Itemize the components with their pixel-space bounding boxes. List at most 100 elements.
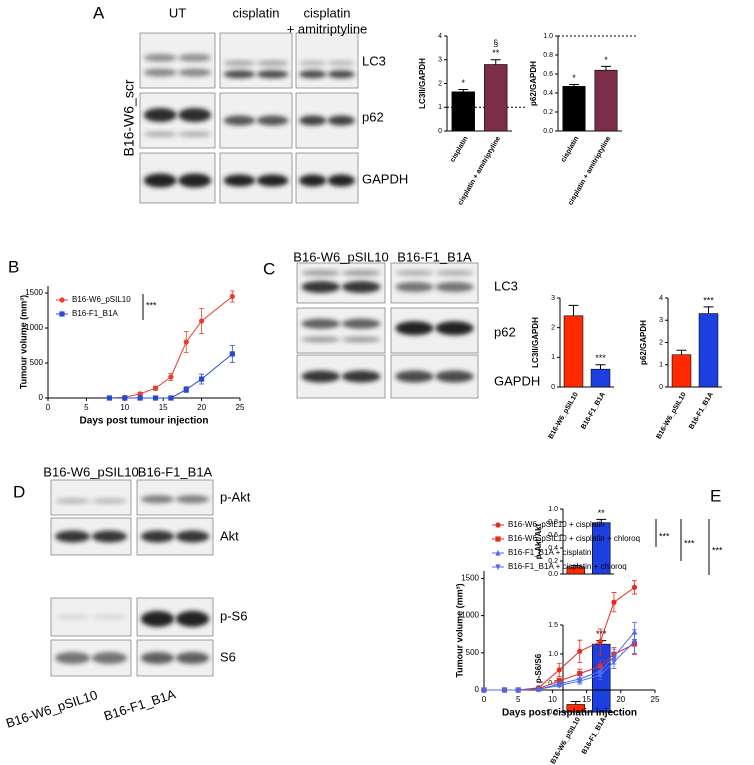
- blot: [296, 307, 386, 354]
- y-tick-label: 2: [551, 325, 555, 332]
- legend-label: B16-W6_pSIL10 + cisplatin + chloroq: [508, 534, 640, 543]
- blot-band: [175, 495, 210, 504]
- marker: [556, 682, 562, 689]
- bar: [594, 69, 618, 132]
- x-tick-label: B16-F1_B1A: [581, 716, 608, 755]
- blot-band: [91, 652, 127, 664]
- y-tick-label: 0.2: [548, 558, 558, 565]
- x-tick-label: 10: [548, 695, 557, 704]
- y-axis-label: p-S6/S6: [534, 653, 543, 683]
- bar: [451, 91, 475, 132]
- x-tick-label: B16-F1_B1A: [580, 391, 607, 430]
- marker: [122, 395, 128, 401]
- y-tick-label: 0: [475, 685, 480, 694]
- x-tick-label: 10: [120, 403, 129, 412]
- blot-band: [223, 174, 256, 187]
- blot-band: [299, 70, 327, 79]
- blot-band: [178, 108, 212, 122]
- legend-label: B16-W6_pSIL10: [72, 295, 131, 304]
- blot-row-label: GAPDH: [362, 171, 408, 186]
- x-tick-label: cisplatin: [449, 135, 469, 163]
- x-tick-label: B16-W6_pSIL10: [656, 391, 688, 440]
- x-tick-label: B16-F1_B1A: [688, 391, 715, 430]
- blot-band: [178, 53, 212, 62]
- blot-header: cisplatin: [233, 5, 280, 20]
- blot-row-label: p62: [494, 324, 516, 339]
- x-tick-label: 25: [236, 403, 245, 412]
- y-tick-label: 1: [551, 354, 555, 361]
- blot: [295, 32, 359, 89]
- significance-label: ***: [712, 545, 723, 555]
- blot-band: [327, 60, 355, 67]
- marker: [495, 564, 501, 571]
- y-tick-label: 0.6: [543, 71, 553, 78]
- blot-row-label: Akt: [220, 528, 239, 543]
- marker: [168, 395, 174, 401]
- y-tick-label: 500: [466, 648, 480, 657]
- y-axis-label: Tumour volume (mm³): [454, 583, 464, 677]
- y-tick-label: 1500: [461, 574, 479, 583]
- marker: [481, 687, 487, 694]
- blot-band: [55, 498, 91, 504]
- error-bar: [596, 518, 607, 523]
- marker: [515, 687, 521, 694]
- y-tick-label: 3: [659, 317, 663, 324]
- blot-band: [223, 60, 256, 67]
- blot-band: [178, 131, 212, 138]
- series-line: [109, 296, 233, 399]
- significance-label: ***: [596, 629, 607, 639]
- bar: [562, 86, 586, 132]
- y-tick-label: 1.0: [543, 33, 553, 40]
- blot-band: [223, 115, 256, 126]
- blot-band: [435, 321, 474, 336]
- blot-band: [256, 174, 289, 187]
- significance-label: ***: [659, 531, 670, 541]
- marker: [501, 687, 508, 694]
- blot-band: [341, 336, 381, 343]
- significance-label: §: [493, 38, 498, 48]
- y-tick-label: 0: [551, 384, 555, 391]
- error-bar: [568, 304, 579, 316]
- blot-band: [55, 652, 91, 664]
- blot-band: [143, 108, 177, 122]
- marker: [611, 599, 617, 605]
- legend-label: B16-F1_B1A + cisplatin: [508, 548, 591, 557]
- blot-row-label: p-Akt: [220, 489, 251, 504]
- marker: [229, 293, 235, 300]
- marker: [631, 584, 638, 590]
- blot-band: [91, 498, 127, 504]
- blot-row-label: LC3: [494, 278, 518, 293]
- error-bar: [569, 83, 579, 87]
- x-tick-label: 0: [46, 403, 51, 412]
- blot-header: + amitriptyline: [287, 21, 368, 36]
- y-tick-label: 1500: [25, 288, 43, 297]
- y-tick-label: 2: [438, 80, 442, 87]
- bar: [671, 354, 692, 388]
- y-tick-label: 4: [659, 295, 663, 302]
- significance-label: ***: [703, 295, 714, 305]
- y-tick-label: 0.4: [543, 90, 553, 97]
- significance-label: *: [604, 55, 608, 65]
- y-tick-label: 1: [438, 104, 442, 111]
- blot-band: [175, 652, 210, 664]
- blot-header: B16-F1_B1A: [138, 464, 213, 479]
- y-axis-label: LC3II/GAPDH: [418, 58, 427, 109]
- significance-label: *: [461, 78, 465, 88]
- x-tick-label: 25: [651, 695, 660, 704]
- x-tick-label: 5: [516, 695, 521, 704]
- error-bar: [570, 701, 581, 705]
- x-tick-label: 5: [84, 403, 89, 412]
- panel-label: B: [8, 257, 19, 276]
- error-bar: [570, 565, 581, 567]
- blot-band: [55, 614, 91, 620]
- x-tick-label: B16-W6_pSIL10: [550, 716, 582, 765]
- blot-band: [299, 115, 327, 126]
- x-axis-label: Days post cisplatin injection: [502, 708, 637, 719]
- blot-band: [299, 174, 327, 187]
- significance-label: *: [572, 73, 576, 83]
- error-bar: [490, 59, 501, 65]
- blot-band: [341, 370, 381, 383]
- y-tick-label: 1000: [25, 323, 43, 332]
- significance-label: ***: [684, 538, 695, 548]
